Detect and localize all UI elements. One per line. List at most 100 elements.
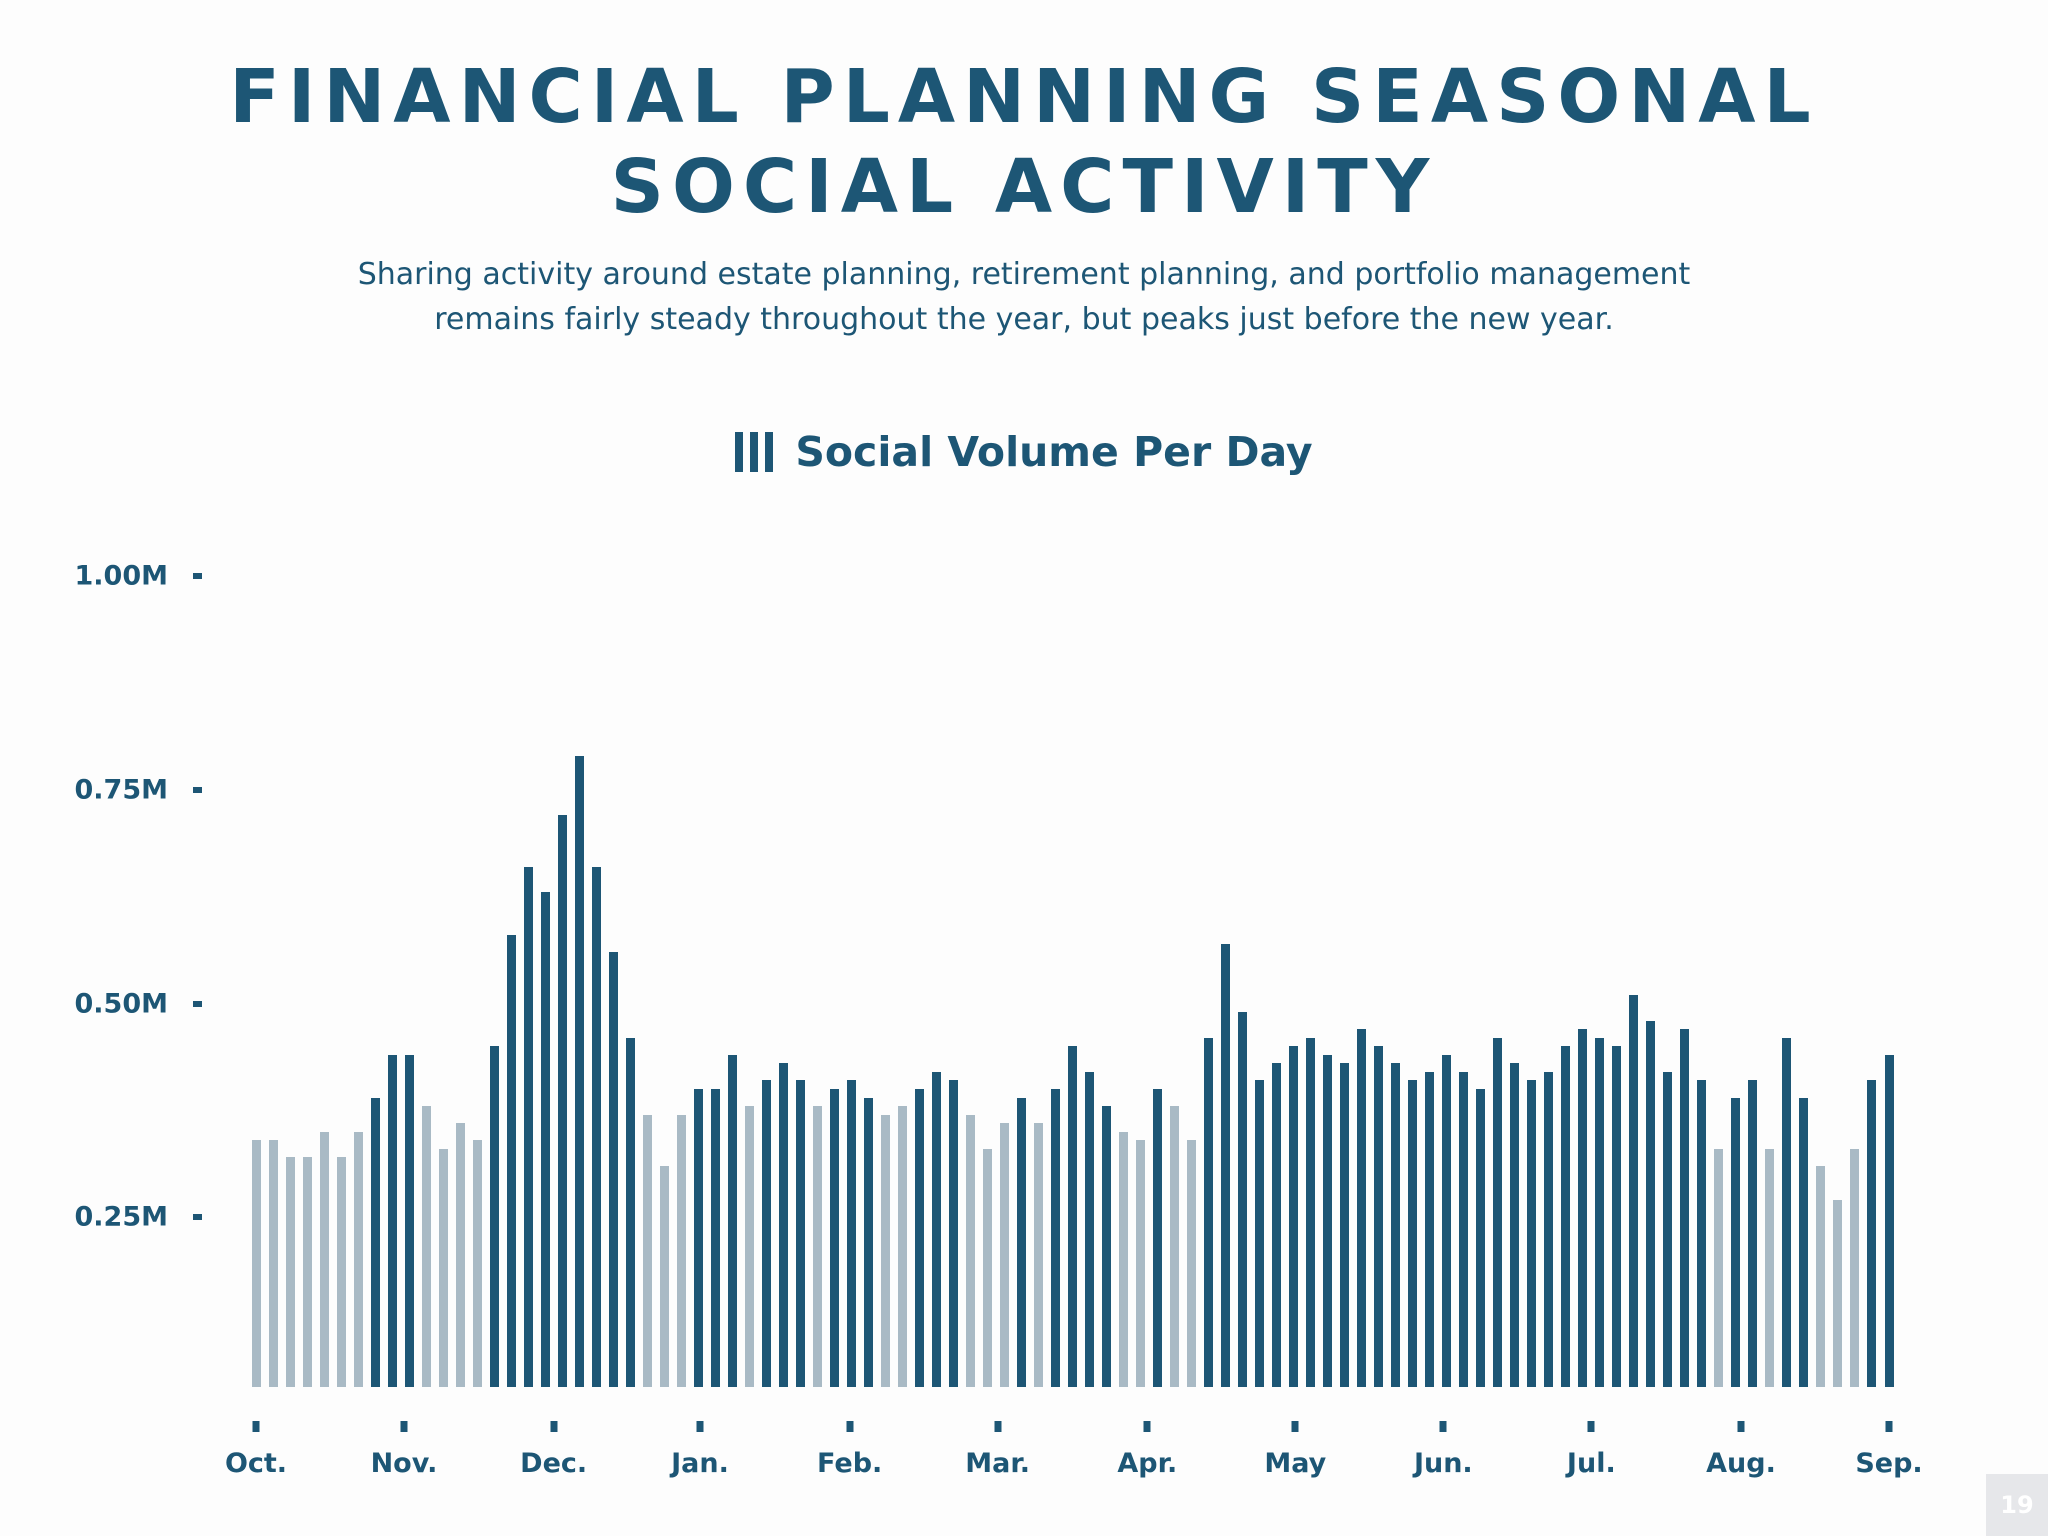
bar [999, 1123, 1009, 1387]
x-tick-mark [1143, 1421, 1151, 1432]
bar [472, 1140, 482, 1387]
bar [1255, 1080, 1265, 1387]
bar [1204, 1037, 1214, 1387]
bar [506, 935, 516, 1387]
bar [1765, 1148, 1775, 1387]
bar [438, 1148, 448, 1387]
bar [1323, 1054, 1333, 1387]
y-tick-mark [193, 1000, 202, 1007]
bar [1102, 1106, 1112, 1387]
bar [302, 1157, 312, 1387]
bar [1221, 943, 1231, 1387]
bar [608, 952, 618, 1387]
page-number: 19 [1986, 1474, 2048, 1536]
bar [370, 1097, 380, 1387]
y-tick-label: 0.75M [74, 774, 169, 806]
bar [1187, 1140, 1197, 1387]
bar [1799, 1097, 1809, 1387]
bar [1850, 1148, 1860, 1387]
bar [540, 892, 550, 1387]
bar [1816, 1165, 1826, 1387]
bar [795, 1080, 805, 1387]
bar [1544, 1071, 1554, 1387]
x-tick-mark [1587, 1421, 1595, 1432]
title-line-2: SOCIAL ACTIVITY [610, 144, 1438, 230]
x-tick-label: Jan. [671, 1448, 729, 1479]
x-tick-mark [400, 1421, 408, 1432]
x-tick-label: Aug. [1706, 1448, 1776, 1479]
bar [1306, 1037, 1316, 1387]
bar [1085, 1071, 1094, 1387]
bar [1136, 1140, 1146, 1387]
bar [574, 755, 584, 1387]
bar [948, 1080, 958, 1387]
bar [846, 1080, 856, 1387]
bar [1170, 1106, 1180, 1387]
bar [1595, 1037, 1605, 1387]
bar [1731, 1097, 1741, 1387]
x-tick-label: Nov. [370, 1448, 438, 1479]
x-tick-mark [550, 1421, 558, 1432]
bar [1357, 1029, 1367, 1387]
bar [659, 1165, 669, 1387]
bar [489, 1046, 499, 1387]
bar [1459, 1071, 1469, 1387]
bar [1578, 1029, 1588, 1387]
bar [1884, 1054, 1894, 1387]
bar [710, 1089, 720, 1387]
bar [897, 1106, 907, 1387]
x-tick-label: Mar. [965, 1448, 1031, 1479]
bar [1425, 1071, 1435, 1387]
bar [421, 1106, 431, 1387]
bar [1016, 1097, 1026, 1387]
page-title: FINANCIAL PLANNING SEASONAL SOCIAL ACTIV… [0, 52, 2048, 232]
bar [1289, 1046, 1299, 1387]
bar [1340, 1063, 1350, 1387]
subtitle-line-2: remains fairly steady throughout the yea… [434, 302, 1614, 337]
bar [1663, 1071, 1673, 1387]
y-tick-mark [193, 573, 202, 579]
bar [744, 1106, 754, 1387]
bar [557, 815, 567, 1387]
x-tick-mark [994, 1421, 1002, 1432]
bar [251, 1140, 261, 1387]
bar [625, 1037, 635, 1387]
x-tick-label: Feb. [817, 1448, 883, 1479]
x-tick-mark [252, 1421, 260, 1432]
chart-legend: Social Volume Per Day [0, 428, 2048, 476]
bar [1697, 1080, 1707, 1387]
bar [1033, 1123, 1043, 1387]
bar [268, 1140, 278, 1387]
x-tick-label: Sep. [1855, 1448, 1923, 1479]
x-tick-label: Jul. [1566, 1448, 1616, 1479]
bar [1391, 1063, 1401, 1387]
x-tick-mark [1737, 1421, 1745, 1432]
bar [523, 866, 533, 1387]
y-tick-label: 0.25M [74, 1201, 169, 1233]
bar [387, 1054, 397, 1387]
x-tick-mark [846, 1421, 854, 1432]
bar [812, 1106, 822, 1387]
bar [1527, 1080, 1537, 1387]
bar [1646, 1020, 1656, 1387]
bar [829, 1089, 839, 1387]
bar [1510, 1063, 1520, 1387]
bar [1408, 1080, 1418, 1387]
bar [1782, 1037, 1792, 1387]
bar [1612, 1046, 1622, 1387]
subtitle-line-1: Sharing activity around estate planning,… [357, 257, 1691, 292]
bar [1561, 1046, 1571, 1387]
bar [353, 1131, 363, 1387]
bar [336, 1157, 346, 1387]
bar [1833, 1200, 1843, 1387]
bar [1238, 1012, 1248, 1387]
bar [1476, 1089, 1486, 1387]
bar [1629, 994, 1639, 1387]
bar [1748, 1080, 1758, 1387]
bar [1680, 1029, 1690, 1387]
bar [1867, 1080, 1877, 1387]
bar [1050, 1089, 1060, 1387]
bar [982, 1148, 992, 1387]
bar [693, 1089, 703, 1387]
